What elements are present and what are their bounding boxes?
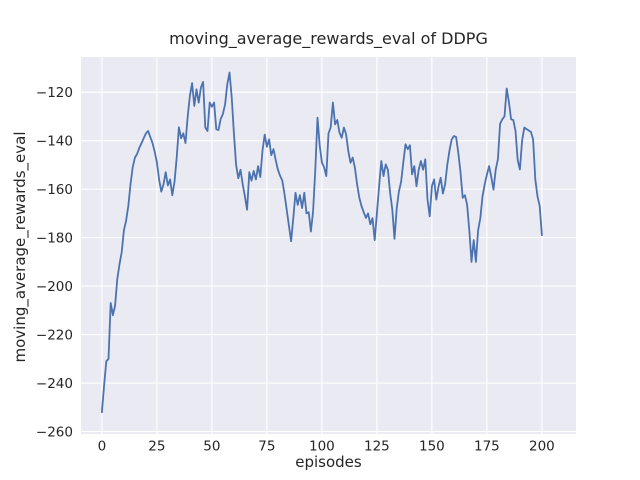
x-tick-label: 125 — [364, 439, 390, 455]
plot-area — [81, 57, 576, 434]
x-tick-label: 25 — [148, 439, 165, 455]
y-tick-label: −140 — [36, 133, 73, 149]
x-tick-label: 75 — [258, 439, 275, 455]
y-tick-label: −120 — [36, 85, 73, 101]
y-tick-label: −200 — [36, 279, 73, 295]
y-tick-label: −260 — [36, 424, 73, 440]
reward-line — [101, 71, 543, 414]
y-tick-label: −220 — [36, 327, 73, 343]
x-tick-label: 150 — [419, 439, 445, 455]
y-axis-label: moving_average_rewards_eval — [11, 131, 29, 363]
x-tick-label: 175 — [474, 439, 500, 455]
chart-title: moving_average_rewards_eval of DDPG — [169, 29, 488, 48]
x-tick-label: 100 — [309, 439, 335, 455]
x-axis-label: episodes — [295, 453, 362, 471]
y-tick-label: −160 — [36, 182, 73, 198]
x-tick-label: 50 — [203, 439, 220, 455]
y-tick-label: −240 — [36, 376, 73, 392]
x-tick-label: 200 — [529, 439, 555, 455]
x-tick-label: 0 — [98, 439, 107, 455]
y-tick-label: −180 — [36, 230, 73, 246]
